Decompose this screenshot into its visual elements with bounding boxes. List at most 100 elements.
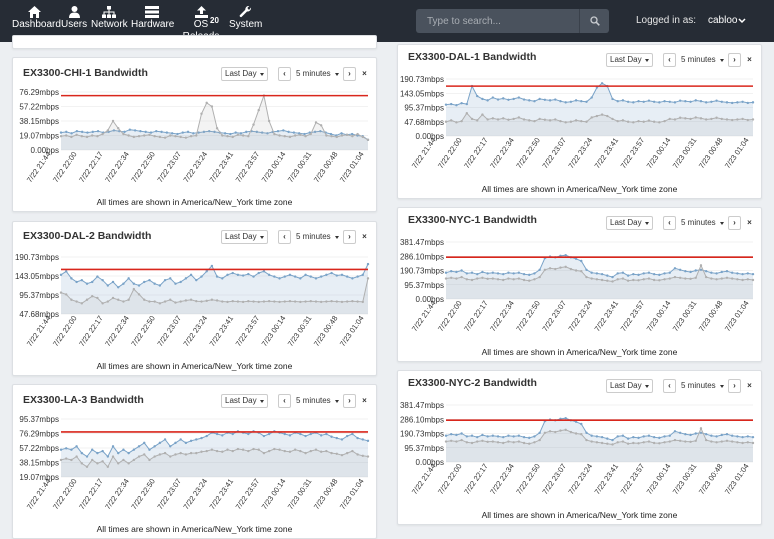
- range-select[interactable]: Last Day: [221, 67, 268, 81]
- interval-select[interactable]: 5 minutes: [677, 216, 728, 230]
- caret-down-icon: [720, 59, 724, 62]
- nav-hardware[interactable]: Hardware: [131, 6, 174, 31]
- series-0-point: [496, 272, 500, 275]
- series-1-point: [215, 449, 219, 453]
- y-tick-label: 38.15mbps: [19, 459, 59, 468]
- x-tick-label: 7/22 22:34: [488, 136, 516, 170]
- series-1-point: [600, 113, 604, 116]
- x-tick-label: 7/22 23:07: [540, 299, 568, 333]
- series-1-point: [340, 134, 344, 137]
- series-1-point: [590, 116, 593, 119]
- panel-title: EX3300-CHI-1 Bandwidth: [23, 67, 148, 79]
- next-interval-button[interactable]: ›: [343, 230, 356, 244]
- series-1-point: [751, 118, 755, 121]
- series-1-point: [65, 134, 68, 137]
- prev-interval-button[interactable]: ‹: [278, 394, 291, 408]
- user-menu[interactable]: cabloo: [708, 15, 738, 26]
- bandwidth-panel-dal-2: EX3300-DAL-2 Bandwidth Last Day ‹ 5 minutes…: [12, 221, 377, 376]
- series-1-point: [606, 279, 609, 282]
- range-select[interactable]: Last Day: [606, 53, 653, 67]
- series-1-point: [314, 448, 318, 451]
- series-0-point: [580, 259, 583, 263]
- nav-system[interactable]: System: [229, 6, 262, 31]
- next-interval-button[interactable]: ›: [728, 216, 741, 230]
- x-tick-label: 7/22 22:17: [462, 136, 490, 170]
- series-0-point: [522, 272, 526, 276]
- close-panel-button[interactable]: ×: [358, 67, 371, 81]
- interval-select[interactable]: 5 minutes: [292, 67, 343, 81]
- interval-select[interactable]: 5 minutes: [677, 53, 728, 67]
- range-select[interactable]: Last Day: [221, 230, 268, 244]
- bandwidth-panel-nyc-1: EX3300-NYC-1 Bandwidth Last Day ‹ 5 minutes…: [397, 207, 762, 362]
- series-1-point: [132, 287, 136, 291]
- prev-interval-button[interactable]: ‹: [278, 67, 291, 81]
- series-1-point: [699, 264, 703, 267]
- series-1-point: [528, 119, 531, 122]
- bandwidth-chart: 190.73mbps143.05mbps95.37mbps47.68mbps7/…: [15, 253, 370, 348]
- close-panel-button[interactable]: ×: [358, 230, 371, 244]
- series-0-point: [465, 435, 469, 438]
- close-panel-button[interactable]: ×: [358, 394, 371, 408]
- series-1-point: [319, 300, 323, 304]
- range-select[interactable]: Last Day: [606, 379, 653, 393]
- series-0-point: [229, 132, 232, 136]
- interval-select[interactable]: 5 minutes: [292, 394, 343, 408]
- prev-interval-button[interactable]: ‹: [663, 53, 676, 67]
- series-1-point: [200, 300, 203, 303]
- series-0-point: [340, 438, 344, 441]
- series-0-point: [720, 433, 723, 437]
- series-1-point: [366, 138, 370, 142]
- next-interval-button[interactable]: ›: [343, 67, 356, 81]
- prev-interval-button[interactable]: ‹: [663, 216, 676, 230]
- x-tick-label: 7/22 21:44: [410, 299, 438, 333]
- bandwidth-chart: 76.29mbps 57.22mbps 38.15mbps 19.07mbps 0.00…: [19, 88, 370, 184]
- server-icon: [144, 6, 159, 18]
- x-tick-label: 7/22 22:34: [488, 299, 516, 333]
- next-interval-button[interactable]: ›: [728, 379, 741, 393]
- series-1-point: [543, 118, 547, 121]
- search-button[interactable]: [579, 9, 609, 33]
- series-0-point: [626, 274, 630, 277]
- series-1-point: [319, 124, 323, 127]
- series-1-point: [252, 123, 255, 126]
- series-1-point: [80, 135, 84, 138]
- x-tick-label: 7/23 00:14: [260, 150, 288, 184]
- series-0-point: [366, 262, 370, 266]
- series-0-point: [192, 132, 195, 135]
- series-1-point: [231, 135, 234, 139]
- series-0-point: [678, 431, 682, 434]
- series-1-point: [304, 135, 307, 138]
- nav-network[interactable]: Network: [91, 6, 128, 31]
- series-0-point: [314, 277, 318, 280]
- series-0-point: [137, 445, 141, 448]
- series-0-point: [715, 435, 718, 438]
- series-1-point: [626, 120, 630, 123]
- nav-dashboard[interactable]: Dashboard: [12, 6, 61, 31]
- prev-interval-button[interactable]: ‹: [663, 379, 676, 393]
- interval-select[interactable]: 5 minutes: [292, 230, 343, 244]
- interval-select[interactable]: 5 minutes: [677, 379, 728, 393]
- series-0-point: [694, 99, 697, 102]
- series-0-point: [153, 282, 156, 285]
- series-1-point: [455, 277, 458, 280]
- close-panel-button[interactable]: ×: [743, 379, 756, 393]
- chevron-down-icon[interactable]: [738, 18, 746, 24]
- close-panel-button[interactable]: ×: [743, 53, 756, 67]
- range-select[interactable]: Last Day: [606, 216, 653, 230]
- close-panel-button[interactable]: ×: [743, 216, 756, 230]
- search-input[interactable]: [416, 9, 579, 33]
- prev-interval-button[interactable]: ‹: [278, 230, 291, 244]
- series-1-point: [65, 293, 68, 296]
- nav-users[interactable]: Users: [61, 6, 87, 31]
- series-0-point: [205, 434, 208, 438]
- series-0-point: [247, 432, 250, 436]
- series-1-point: [288, 135, 292, 139]
- next-interval-button[interactable]: ›: [728, 53, 741, 67]
- next-interval-button[interactable]: ›: [343, 394, 356, 408]
- series-0-point: [231, 271, 234, 275]
- series-1-point: [460, 119, 463, 123]
- range-select[interactable]: Last Day: [221, 394, 268, 408]
- x-tick-label: 7/23 01:04: [338, 150, 366, 184]
- series-0-point: [725, 433, 729, 436]
- series-1-point: [184, 453, 188, 456]
